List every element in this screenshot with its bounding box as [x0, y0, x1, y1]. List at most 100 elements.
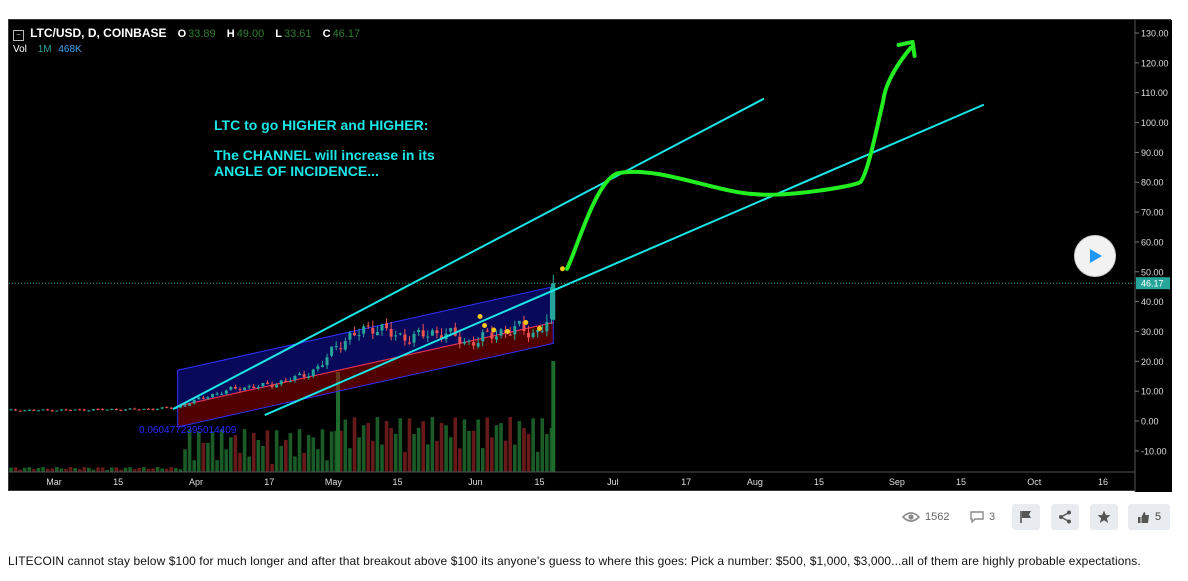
candle-body	[151, 409, 155, 411]
volume-bar	[453, 417, 458, 472]
candle-body	[201, 397, 205, 399]
candle-body	[165, 407, 169, 409]
candle-body	[206, 397, 210, 399]
candle-body	[275, 384, 279, 388]
lower-channel-line[interactable]	[264, 103, 985, 416]
volume-bar	[55, 467, 59, 472]
y-tick-label: -10.00	[1141, 446, 1167, 456]
volume-bar	[77, 469, 82, 472]
candle-body	[330, 346, 334, 356]
candle-body	[41, 409, 45, 411]
candle-body	[261, 383, 265, 387]
volume-bar	[316, 449, 320, 472]
signal-dot	[491, 327, 497, 333]
volume-bar	[480, 448, 485, 472]
favorite-button[interactable]	[1090, 504, 1118, 530]
volume-bar	[439, 422, 444, 472]
flag-icon	[1020, 511, 1031, 523]
volume-bar	[522, 428, 526, 472]
candle-body	[96, 409, 100, 411]
symbol-legend: − LTC/USD, D, COINBASE O 33.89 H 49.00 L 33…	[13, 26, 360, 41]
volume-bar	[137, 468, 142, 472]
volume-bar	[462, 419, 467, 472]
volume-bar	[27, 467, 32, 472]
volume-bar	[13, 467, 18, 472]
chart-panel[interactable]: 130.00 120.00 110.00 100.00 90.00 80.00 70.00 6…	[8, 19, 1172, 492]
volume-bar	[119, 469, 123, 472]
play-icon	[1090, 249, 1102, 263]
close-value: 46.17	[332, 28, 361, 40]
volume-bar	[311, 437, 316, 472]
volume-bar	[105, 469, 109, 472]
play-button[interactable]	[1074, 235, 1116, 277]
volume-bar	[265, 430, 270, 472]
volume-value: 468K	[58, 44, 82, 55]
candle-body	[32, 409, 36, 411]
share-button[interactable]	[1051, 504, 1079, 530]
volume-bar	[545, 434, 549, 472]
idea-description: LITECOIN cannot stay below $100 for much…	[8, 554, 1141, 568]
volume-bar	[270, 463, 274, 472]
candle-body	[156, 408, 160, 410]
volume-bar	[96, 467, 100, 472]
price-tag-box	[1136, 277, 1170, 290]
candle-body	[357, 335, 361, 337]
comments-count[interactable]: 3	[970, 504, 995, 530]
signal-dot	[537, 325, 543, 331]
candle-body	[316, 366, 320, 369]
thumbs-up-icon	[1137, 511, 1149, 523]
candle-body	[426, 336, 430, 338]
candle-body	[362, 326, 366, 334]
candle-body	[101, 409, 105, 411]
report-button[interactable]	[1012, 504, 1040, 530]
candle-body	[421, 330, 425, 337]
candle-body	[385, 323, 389, 329]
signal-dot	[477, 314, 483, 320]
price-chart[interactable]: 130.00 120.00 110.00 100.00 90.00 80.00 70.00 6…	[9, 20, 1172, 492]
volume-bar	[389, 427, 393, 472]
candle-body	[229, 387, 233, 390]
views-count: 1562	[902, 504, 949, 530]
y-tick-label: 70.00	[1141, 208, 1164, 218]
volume-bar	[467, 430, 471, 472]
volume-bar	[151, 468, 155, 472]
upper-channel-line[interactable]	[172, 97, 765, 410]
candle-body	[403, 334, 407, 341]
candle-body	[435, 330, 439, 334]
candle-body	[353, 332, 356, 336]
volume-bar	[183, 449, 187, 472]
volume-bar	[155, 467, 160, 472]
candle-body	[78, 409, 82, 411]
volume-bar	[517, 421, 522, 472]
volume-bar	[206, 442, 210, 472]
volume-bar	[384, 421, 389, 472]
like-button[interactable]: 5	[1128, 504, 1170, 530]
candle-body	[284, 380, 288, 382]
projection-path[interactable]	[565, 45, 913, 271]
signal-dot	[504, 328, 510, 334]
candle-body	[169, 407, 173, 409]
price-axis[interactable]	[1135, 20, 1172, 492]
candle-body	[256, 386, 260, 389]
comments-value: 3	[989, 511, 996, 523]
candle-body	[366, 325, 370, 327]
symbol-title[interactable]: LTC/USD, D, COINBASE	[30, 26, 167, 40]
volume-bar	[274, 430, 279, 472]
candle-body	[23, 410, 27, 412]
candle-body	[472, 342, 476, 346]
legend-collapse-icon[interactable]: −	[13, 30, 24, 41]
volume-bar	[476, 419, 480, 472]
x-tick-label: 17	[264, 477, 274, 487]
volume-bar	[352, 417, 357, 472]
volume-bar	[36, 468, 41, 472]
volume-bar	[100, 467, 105, 472]
volume-bar	[109, 467, 114, 472]
volume-bar	[336, 372, 340, 472]
annotation-line-1: LTC to go HIGHER and HIGHER:	[214, 117, 429, 133]
volume-bar	[444, 425, 448, 472]
share-icon	[1059, 510, 1071, 524]
candle-body	[551, 283, 556, 320]
volume-bar	[279, 446, 284, 472]
volume-bar	[50, 468, 55, 472]
volume-bar	[174, 468, 178, 472]
